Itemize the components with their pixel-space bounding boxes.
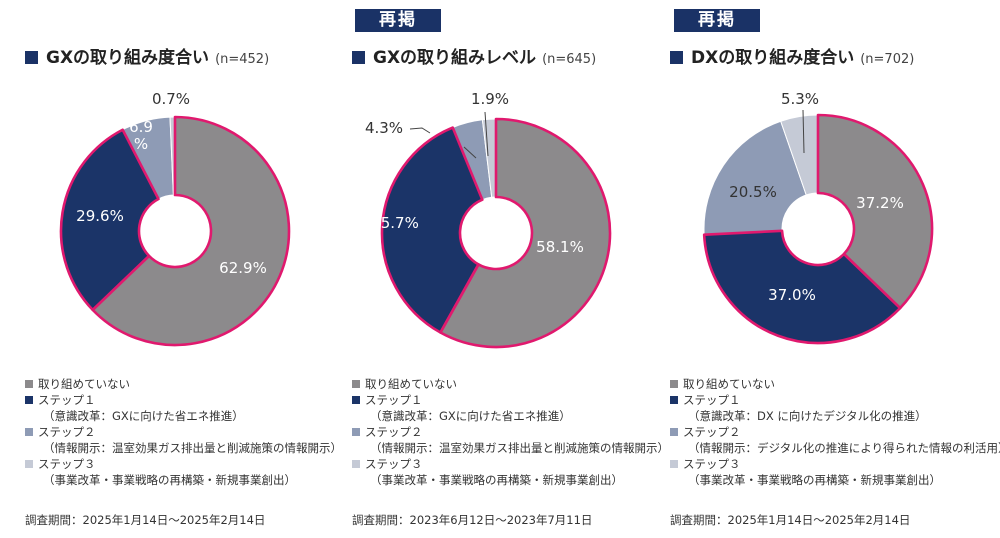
legend-swatch-icon (352, 460, 360, 468)
slice-not-yet-highlight (439, 117, 612, 349)
legend-not-yet: 取り組めていない (670, 376, 1000, 392)
legend-label: ステップ３ (683, 457, 741, 471)
sample-size: (n=645) (542, 52, 597, 67)
legend-swatch-icon (352, 396, 360, 404)
legend-description: （事業改革・事業戦略の再構築・新規事業創出） (688, 473, 941, 487)
slice-step1-label: 37.0% (768, 286, 816, 304)
leader-line (409, 127, 431, 134)
legend-step1: ステップ１ (670, 392, 1000, 408)
legend-label: ステップ３ (365, 457, 423, 471)
legend-description: （意識改革：GXに向けた省エネ推進） (43, 409, 244, 423)
leader-line (484, 111, 489, 157)
legend-step3: ステップ３ (25, 456, 342, 472)
chart-title-text: GXの取り組みレベル (373, 48, 537, 68)
chart-title: GXの取り組みレベル (n=645) (352, 43, 596, 68)
slice-step1-label: 35.7% (371, 214, 419, 232)
legend-swatch-icon (670, 396, 678, 404)
slice-step2 (703, 120, 807, 236)
legend-label: 取り組めていない (683, 377, 775, 391)
slice-not-yet-highlight (91, 115, 291, 347)
slice-step1-highlight (59, 128, 160, 312)
legend-label: ステップ２ (38, 425, 96, 439)
donut-chart: 62.9% 29.6% 6.9 % 0.7% (59, 90, 291, 347)
donut-chart: 58.1% 35.7% 4.3% 1.9% (365, 90, 612, 349)
leader-line (802, 109, 805, 154)
slice-not-yet-label: 62.9% (219, 259, 267, 277)
title-square-icon (352, 51, 365, 64)
legend-not-yet: 取り組めていない (352, 376, 669, 392)
legend-label: 取り組めていない (38, 377, 130, 391)
legend-step3: ステップ３ (670, 456, 1000, 472)
legend-swatch-icon (25, 380, 33, 388)
legend-label: 取り組めていない (365, 377, 457, 391)
legend-step2: ステップ２ (25, 424, 342, 440)
dx-degree-panel: 再掲 DXの取り組み度合い (n=702) 37.2% 37.0% 20.5% 5.3%… (670, 0, 1000, 538)
survey-period: 調査期間：2023年6月12日～2023年7月11日 (352, 513, 593, 527)
legend-swatch-icon (670, 460, 678, 468)
slice-step3-label: 0.7% (152, 90, 190, 108)
sample-size: (n=702) (860, 52, 915, 67)
legend-step1: ステップ１ (352, 392, 669, 408)
legend-not-yet: 取り組めていない (25, 376, 342, 392)
legend-swatch-icon (670, 380, 678, 388)
legend-label: ステップ１ (38, 393, 96, 407)
slice-step1-highlight (702, 229, 902, 345)
sample-size: (n=452) (215, 52, 270, 67)
leader-line (463, 146, 477, 159)
legend: 取り組めていない ステップ１ （意識改革：GXに向けた省エネ推進） ステップ２ （情報開… (25, 376, 342, 488)
slice-step2-label: 6.9% (129, 118, 153, 153)
repost-badge: 再掲 (674, 9, 760, 32)
legend-label: ステップ３ (38, 457, 96, 471)
legend-swatch-icon (25, 460, 33, 468)
slice-step3-label: 5.3% (781, 90, 819, 108)
slice-step2-label: 20.5% (729, 183, 777, 201)
survey-period: 調査期間：2025年1月14日～2025年2月14日 (670, 513, 911, 527)
title-square-icon (25, 51, 38, 64)
legend-step2: ステップ２ (352, 424, 669, 440)
donut-chart: 37.2% 37.0% 20.5% 5.3% (702, 90, 934, 345)
legend-description: （情報開示：温室効果ガス排出量と削減施策の情報開示） (370, 441, 669, 455)
slice-step2-label: 4.3% (365, 119, 403, 137)
chart-title: DXの取り組み度合い (n=702) (670, 43, 914, 68)
legend-label: ステップ２ (365, 425, 423, 439)
slice-not-yet-highlight (816, 113, 934, 310)
legend-label: ステップ２ (683, 425, 741, 439)
chart-title-text: DXの取り組み度合い (691, 48, 855, 68)
legend-description: （情報開示：デジタル化の推進により得られた情報の利活用） (688, 441, 1000, 455)
chart-title-text: GXの取り組み度合い (46, 48, 210, 68)
legend: 取り組めていない ステップ１ （意識改革：DX に向けたデジタル化の推進） ステップ２… (670, 376, 1000, 488)
legend-label: ステップ１ (683, 393, 741, 407)
slice-not-yet-label: 37.2% (856, 194, 904, 212)
legend: 取り組めていない ステップ１ （意識改革：GXに向けた省エネ推進） ステップ２ （情報開… (352, 376, 669, 488)
slice-step1-label: 29.6% (76, 207, 124, 225)
legend-description: （意識改革：GXに向けた省エネ推進） (370, 409, 571, 423)
slice-not-yet-label: 58.1% (536, 238, 584, 256)
legend-swatch-icon (25, 396, 33, 404)
legend-description: （事業改革・事業戦略の再構築・新規事業創出） (43, 473, 296, 487)
gx-degree-panel: GXの取り組み度合い (n=452) 62.9% 29.6% 6.9% 0.7% 取り組… (25, 0, 345, 538)
legend-description: （情報開示：温室効果ガス排出量と削減施策の情報開示） (43, 441, 342, 455)
slice-step1-highlight (380, 126, 484, 334)
chart-title: GXの取り組み度合い (n=452) (25, 43, 269, 68)
legend-step2: ステップ２ (670, 424, 1000, 440)
survey-period: 調査期間：2025年1月14日～2025年2月14日 (25, 513, 266, 527)
repost-badge: 再掲 (355, 9, 441, 32)
legend-step3: ステップ３ (352, 456, 669, 472)
title-square-icon (670, 51, 683, 64)
legend-step1: ステップ１ (25, 392, 342, 408)
gx-level-panel: 再掲 GXの取り組みレベル (n=645) 58.1% 35.7% 4.3% 1.9% … (352, 0, 672, 538)
legend-label: ステップ１ (365, 393, 423, 407)
legend-description: （事業改革・事業戦略の再構築・新規事業創出） (370, 473, 623, 487)
legend-swatch-icon (25, 428, 33, 436)
legend-description: （意識改革：DX に向けたデジタル化の推進） (688, 409, 927, 423)
legend-swatch-icon (352, 428, 360, 436)
legend-swatch-icon (670, 428, 678, 436)
slice-step3-label: 1.9% (471, 90, 509, 108)
legend-swatch-icon (352, 380, 360, 388)
